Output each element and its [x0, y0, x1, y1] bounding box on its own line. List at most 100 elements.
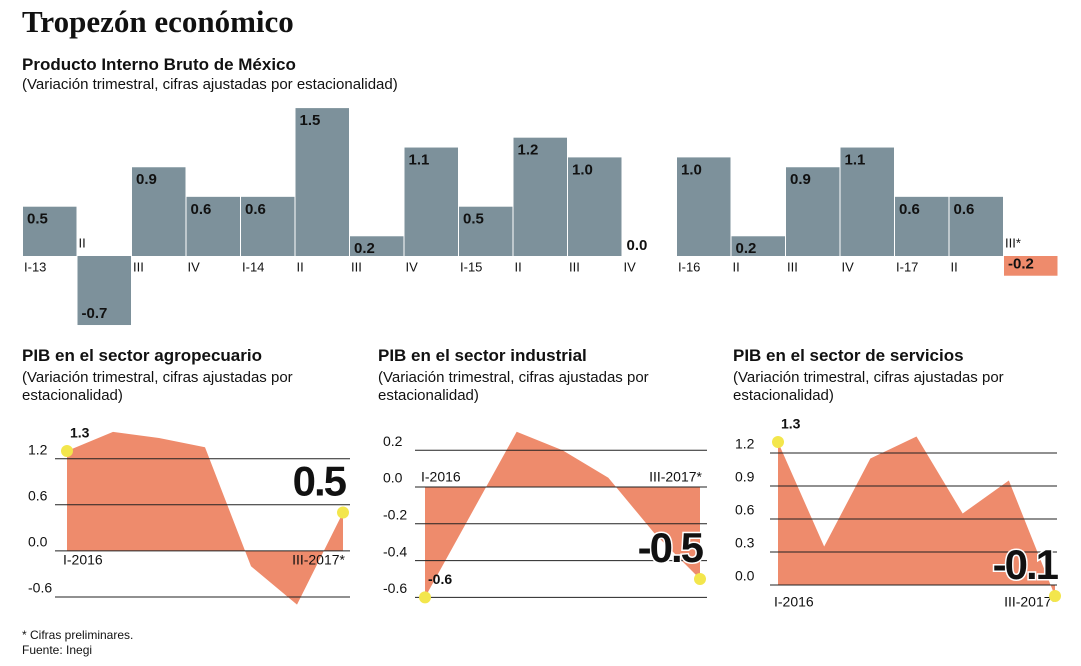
x-tick-label: III	[787, 259, 798, 274]
chart-subtitle: (Variación trimestral, cifras ajustadas …	[733, 369, 1004, 404]
bar	[459, 206, 513, 256]
x-tick-label: IV	[624, 259, 637, 274]
y-tick-label: 0.6	[28, 488, 48, 504]
bar	[840, 147, 894, 256]
value-label: 0.0	[627, 237, 648, 254]
y-tick-label: -0.4	[383, 543, 407, 559]
marker	[694, 573, 706, 585]
y-tick-label: 1.2	[28, 441, 48, 457]
y-tick-label: 0.0	[383, 470, 403, 486]
value-label: -0.6	[428, 571, 452, 587]
value-label: 1.3	[70, 425, 90, 441]
x-tick-label: II	[515, 259, 522, 274]
x-tick-label: II	[951, 259, 958, 274]
value-label: 1.0	[681, 161, 702, 178]
value-label-big: 0.5	[293, 458, 347, 505]
value-label: 0.5	[27, 211, 48, 228]
x-tick-label: II	[733, 259, 740, 274]
bar	[186, 196, 240, 256]
bar	[1004, 256, 1058, 276]
x-tick-label: IV	[188, 259, 201, 274]
y-tick-label: 0.0	[735, 568, 755, 584]
y-tick-label: 0.3	[735, 535, 755, 551]
x-tick-label: II	[79, 235, 86, 250]
value-label: 1.1	[409, 152, 430, 169]
chart-subtitle: (Variación trimestral, cifras ajustadas …	[378, 369, 649, 404]
bar	[949, 196, 1003, 256]
chart-title: PIB en el sector de servicios	[733, 346, 964, 365]
x-tick-label: IV	[406, 259, 419, 274]
source: Fuente: Inegi	[22, 643, 93, 657]
page-title: Tropezón económico	[22, 4, 294, 39]
bar	[77, 256, 131, 326]
bar	[568, 157, 622, 256]
value-label-big: -0.1	[993, 541, 1059, 588]
y-tick-label: 0.6	[735, 502, 755, 518]
value-label: 0.9	[790, 171, 811, 188]
marker	[61, 445, 73, 458]
area	[67, 431, 343, 605]
value-label-big: -0.5	[638, 524, 704, 571]
chart-subtitle: (Variación trimestral, cifras ajustadas …	[22, 76, 398, 93]
value-label: 0.6	[191, 201, 212, 218]
bar	[241, 196, 295, 256]
x-tick-label: III	[569, 259, 580, 274]
area	[778, 436, 1055, 596]
chart-title: PIB en el sector agropecuario	[22, 346, 262, 365]
footnote: * Cifras preliminares.	[22, 628, 134, 642]
x-tick-label: III	[351, 259, 362, 274]
value-label: 0.6	[245, 201, 266, 218]
y-tick-label: -0.6	[28, 580, 52, 596]
bar	[677, 157, 731, 256]
value-label: 1.3	[781, 416, 801, 432]
chart-title: PIB en el sector industrial	[378, 346, 587, 365]
area	[425, 431, 700, 598]
x-tick-label: III	[133, 259, 144, 274]
bar	[132, 167, 186, 256]
value-label: -0.2	[1008, 256, 1034, 273]
x-tick-label: IV	[842, 259, 855, 274]
x-tick-label: II	[297, 259, 304, 274]
marker	[1049, 590, 1061, 602]
value-label: 0.2	[354, 240, 375, 257]
marker	[419, 591, 431, 604]
bar	[295, 108, 349, 256]
bar	[786, 167, 840, 256]
value-label: 1.0	[572, 161, 593, 178]
value-label: 0.2	[736, 240, 757, 257]
x-tick-label: I-16	[678, 259, 700, 274]
value-label: 1.2	[518, 142, 539, 159]
value-label: 0.6	[954, 201, 975, 218]
x-tick-label: I-17	[896, 259, 918, 274]
value-label: 1.1	[845, 152, 866, 169]
bar	[350, 236, 404, 256]
x-tick-label: III-2017*	[1004, 594, 1057, 610]
bar	[895, 196, 949, 256]
y-tick-label: 1.2	[735, 436, 755, 452]
marker	[772, 436, 784, 448]
chart-title: Producto Interno Bruto de México	[22, 55, 296, 74]
y-tick-label: 0.2	[383, 433, 403, 449]
bar	[513, 137, 567, 256]
x-tick-label: I-2016	[774, 594, 814, 610]
bar	[23, 206, 77, 256]
value-label: 0.9	[136, 171, 157, 188]
bar	[731, 236, 785, 256]
marker	[337, 506, 349, 519]
x-tick-label: I-13	[24, 259, 46, 274]
x-tick-label: I-15	[460, 259, 482, 274]
value-label: 0.5	[463, 211, 484, 228]
x-tick-label: III*	[1005, 235, 1021, 250]
x-tick-label: I-14	[242, 259, 264, 274]
x-tick-label: I-2016	[421, 469, 461, 485]
bar	[404, 147, 458, 256]
y-tick-label: 0.0	[28, 534, 48, 550]
value-label: 0.6	[899, 201, 920, 218]
x-tick-label: III-2017*	[649, 469, 702, 485]
y-tick-label: -0.2	[383, 507, 407, 523]
y-tick-label: 0.9	[735, 469, 755, 485]
value-label: -0.7	[82, 305, 108, 322]
x-tick-label: I-2016	[63, 552, 103, 568]
